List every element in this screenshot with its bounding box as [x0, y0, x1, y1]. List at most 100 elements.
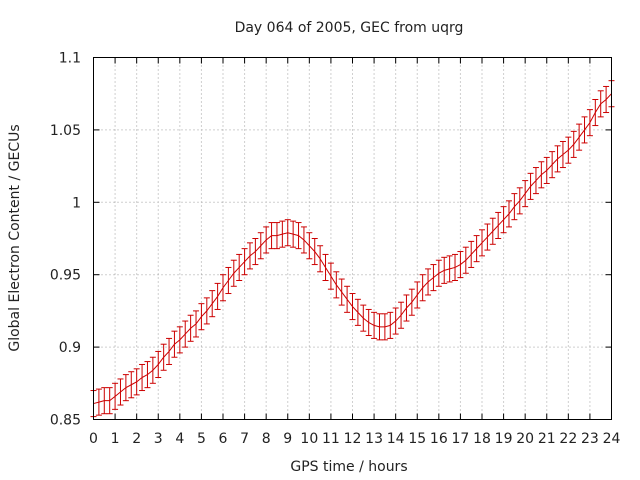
data-point: [187, 314, 194, 342]
x-tick-label: 4: [175, 431, 184, 447]
data-point: [430, 264, 437, 292]
data-point: [559, 140, 566, 169]
x-tick-label: 3: [154, 431, 163, 447]
data-point: [203, 297, 210, 325]
data-point: [516, 187, 523, 215]
x-tick-label: 13: [365, 431, 383, 447]
data-point: [182, 320, 189, 348]
axis-ticks: [93, 57, 612, 420]
data-point: [344, 285, 351, 313]
data-point: [543, 156, 550, 184]
data-point: [263, 226, 270, 254]
y-tick-label: 0.9: [59, 340, 81, 356]
data-point: [484, 223, 491, 251]
data-point: [117, 378, 124, 406]
data-point: [408, 288, 415, 316]
data-point: [230, 259, 237, 287]
x-tick-label: 24: [603, 431, 621, 447]
y-tick-label: 0.85: [50, 413, 81, 429]
data-point: [311, 238, 318, 266]
x-tick-label: 0: [89, 431, 98, 447]
data-point: [214, 282, 221, 310]
x-tick-label: 22: [559, 431, 577, 447]
data-point: [414, 281, 421, 309]
tick-labels: 0 1 2 3 4 5 6 7 8 9 10 11 12 13 14 15 16 17 18 19 20 21 22 23 24…: [50, 51, 621, 448]
data-point: [419, 274, 426, 302]
data-point: [365, 308, 372, 337]
data-point: [532, 167, 539, 195]
data-point: [176, 326, 183, 354]
data-point: [527, 172, 534, 200]
x-tick-label: 7: [240, 431, 249, 447]
data-point: [198, 303, 205, 331]
data-point: [354, 298, 361, 326]
data-point: [252, 238, 259, 266]
x-tick-label: 5: [197, 431, 206, 447]
data-point: [246, 242, 253, 270]
data-point: [241, 248, 248, 276]
data-point: [403, 294, 410, 322]
data-point: [522, 180, 529, 208]
data-point: [160, 343, 167, 371]
x-tick-label: 23: [581, 431, 599, 447]
x-tick-label: 18: [473, 431, 491, 447]
data-point: [441, 256, 448, 284]
data-point: [171, 330, 178, 358]
data-point: [128, 371, 135, 399]
x-tick-label: 12: [344, 431, 362, 447]
data-point: [149, 356, 156, 384]
data-point: [279, 220, 286, 248]
data-point: [349, 293, 356, 321]
data-point: [338, 278, 345, 306]
data-point: [538, 161, 545, 189]
x-tick-label: 15: [408, 431, 426, 447]
data-point: [452, 253, 459, 281]
data-point: [603, 85, 610, 114]
x-tick-label: 9: [283, 431, 292, 447]
data-point: [144, 361, 151, 389]
y-tick-label: 0.95: [50, 268, 81, 284]
x-tick-label: 17: [452, 431, 470, 447]
data-point: [597, 90, 604, 118]
data-point: [398, 301, 405, 329]
data-point: [511, 193, 518, 221]
data-point: [371, 311, 378, 339]
data-point: [570, 130, 577, 158]
data-point: [360, 304, 367, 332]
data-point: [435, 259, 442, 287]
data-point: [489, 217, 496, 245]
data-point: [473, 235, 480, 263]
y-tick-label: 1: [72, 195, 81, 211]
data-point: [500, 206, 507, 234]
data-point: [554, 145, 561, 173]
data-point: [133, 368, 140, 396]
data-point: [268, 222, 275, 250]
x-tick-label: 20: [516, 431, 534, 447]
data-point: [387, 311, 394, 339]
data-point: [306, 232, 313, 260]
x-tick-label: 11: [322, 431, 340, 447]
data-point: [101, 387, 108, 415]
y-axis-label: Global Electron Content / GECUs: [7, 124, 23, 351]
grid: [93, 57, 612, 420]
x-tick-label: 8: [262, 431, 271, 447]
data-point: [333, 271, 340, 299]
data-point: [209, 290, 216, 318]
data-point: [586, 109, 593, 137]
data-point: [106, 387, 113, 415]
data-point: [549, 151, 556, 179]
data-point: [425, 268, 432, 296]
data-point: [462, 246, 469, 274]
data-point: [392, 307, 399, 335]
data-point: [381, 313, 388, 341]
data-point: [95, 388, 102, 416]
data-point: [284, 219, 291, 247]
data-point: [505, 200, 512, 228]
data-point: [273, 222, 280, 250]
data-point: [592, 98, 599, 127]
x-tick-label: 21: [538, 431, 556, 447]
data-point: [376, 313, 383, 341]
data-point: [576, 123, 583, 151]
x-tick-label: 2: [132, 431, 141, 447]
data-point: [122, 374, 129, 402]
